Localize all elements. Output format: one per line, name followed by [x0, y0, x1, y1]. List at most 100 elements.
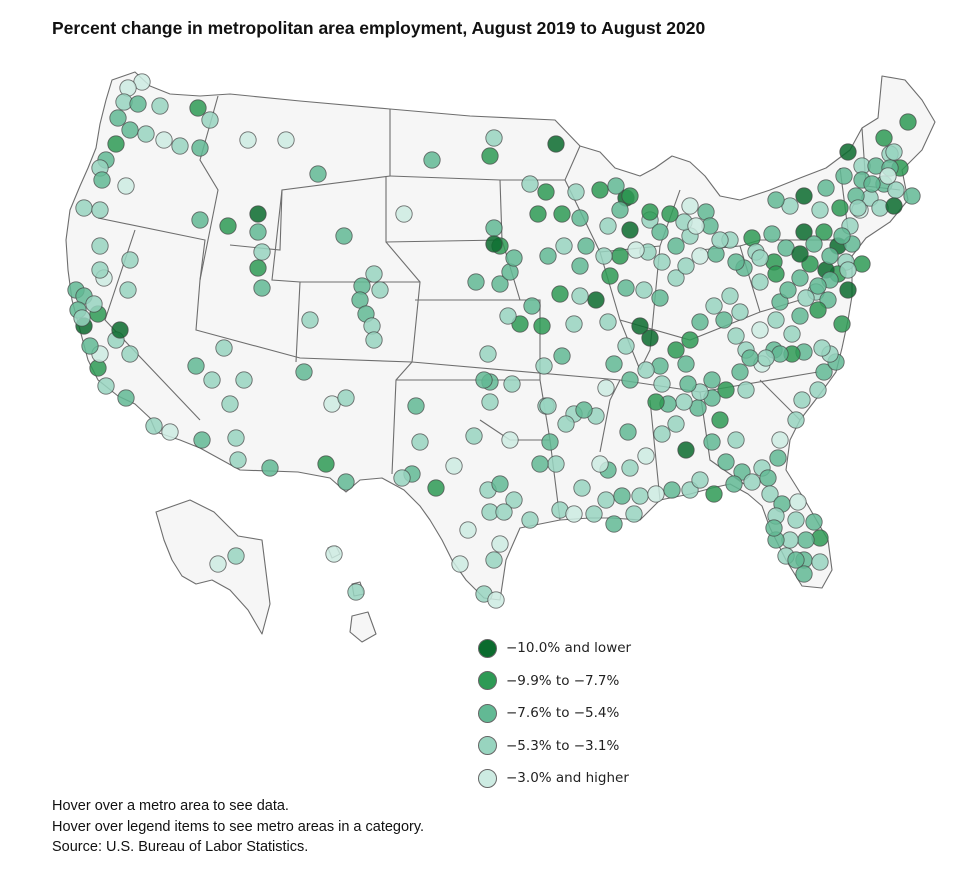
metro-area-dot[interactable] [129, 95, 147, 113]
metro-area-dot[interactable] [533, 317, 551, 335]
metro-area-dot[interactable] [641, 203, 659, 221]
metro-area-dot[interactable] [541, 433, 559, 451]
metro-area-dot[interactable] [249, 205, 267, 223]
metro-area-dot[interactable] [335, 227, 353, 245]
metro-area-dot[interactable] [795, 187, 813, 205]
metro-area-dot[interactable] [661, 205, 679, 223]
metro-area-dot[interactable] [395, 205, 413, 223]
metro-area-dot[interactable] [757, 349, 775, 367]
metro-area-dot[interactable] [277, 131, 295, 149]
metro-area-dot[interactable] [677, 257, 695, 275]
metro-area-dot[interactable] [721, 287, 739, 305]
metro-area-dot[interactable] [885, 143, 903, 161]
metro-area-dot[interactable] [491, 275, 509, 293]
metro-area-dot[interactable] [863, 175, 881, 193]
metro-area-dot[interactable] [155, 131, 173, 149]
metro-area-dot[interactable] [591, 181, 609, 199]
metro-area-dot[interactable] [621, 221, 639, 239]
metro-area-dot[interactable] [899, 113, 917, 131]
metro-area-dot[interactable] [763, 225, 781, 243]
metro-area-dot[interactable] [411, 433, 429, 451]
metro-area-dot[interactable] [451, 555, 469, 573]
metro-area-dot[interactable] [711, 231, 729, 249]
metro-area-dot[interactable] [791, 245, 809, 263]
metro-area-dot[interactable] [809, 301, 827, 319]
metro-area-dot[interactable] [635, 281, 653, 299]
metro-area-dot[interactable] [833, 315, 851, 333]
metro-area-dot[interactable] [317, 455, 335, 473]
metro-area-dot[interactable] [821, 247, 839, 265]
metro-area-dot[interactable] [585, 505, 603, 523]
metro-area-dot[interactable] [647, 485, 665, 503]
metro-area-dot[interactable] [761, 485, 779, 503]
metro-area-dot[interactable] [797, 531, 815, 549]
metro-area-dot[interactable] [813, 339, 831, 357]
metro-area-dot[interactable] [815, 363, 833, 381]
metro-area-dot[interactable] [731, 363, 749, 381]
metro-area-dot[interactable] [817, 179, 835, 197]
metro-area-dot[interactable] [677, 441, 695, 459]
metro-area-dot[interactable] [691, 247, 709, 265]
metro-area-dot[interactable] [591, 455, 609, 473]
metro-area-dot[interactable] [485, 551, 503, 569]
metro-area-dot[interactable] [691, 383, 709, 401]
metro-area-dot[interactable] [791, 307, 809, 325]
metro-area-dot[interactable] [727, 327, 745, 345]
metro-area-dot[interactable] [717, 381, 735, 399]
metro-area-dot[interactable] [715, 311, 733, 329]
metro-area-dot[interactable] [809, 277, 827, 295]
metro-area-dot[interactable] [347, 583, 365, 601]
metro-area-dot[interactable] [557, 415, 575, 433]
metro-area-dot[interactable] [677, 355, 695, 373]
metro-area-dot[interactable] [759, 469, 777, 487]
legend-item[interactable]: −7.6% to −5.4% [478, 697, 631, 730]
metro-area-dot[interactable] [539, 247, 557, 265]
metro-area-dot[interactable] [611, 201, 629, 219]
metro-area-dot[interactable] [567, 183, 585, 201]
metro-area-dot[interactable] [617, 337, 635, 355]
metro-area-dot[interactable] [631, 317, 649, 335]
metro-area-dot[interactable] [727, 431, 745, 449]
metro-area-dot[interactable] [573, 479, 591, 497]
metro-area-dot[interactable] [767, 265, 785, 283]
metro-area-dot[interactable] [751, 249, 769, 267]
metro-area-dot[interactable] [539, 397, 557, 415]
metro-area-dot[interactable] [687, 217, 705, 235]
metro-area-dot[interactable] [565, 505, 583, 523]
metro-area-dot[interactable] [523, 297, 541, 315]
metro-area-dot[interactable] [393, 469, 411, 487]
metro-area-dot[interactable] [171, 137, 189, 155]
metro-area-dot[interactable] [767, 311, 785, 329]
metro-area-dot[interactable] [191, 211, 209, 229]
metro-area-dot[interactable] [571, 287, 589, 305]
metro-area-dot[interactable] [91, 201, 109, 219]
metro-area-dot[interactable] [835, 167, 853, 185]
metro-area-dot[interactable] [249, 223, 267, 241]
metro-area-dot[interactable] [769, 449, 787, 467]
metro-area-dot[interactable] [607, 177, 625, 195]
metro-area-dot[interactable] [617, 279, 635, 297]
metro-area-dot[interactable] [641, 329, 659, 347]
metro-area-dot[interactable] [203, 371, 221, 389]
metro-area-dot[interactable] [73, 309, 91, 327]
metro-area-dot[interactable] [325, 545, 343, 563]
metro-area-dot[interactable] [107, 135, 125, 153]
metro-area-dot[interactable] [577, 237, 595, 255]
metro-area-dot[interactable] [227, 547, 245, 565]
metro-area-dot[interactable] [91, 237, 109, 255]
metro-area-dot[interactable] [209, 555, 227, 573]
metro-area-dot[interactable] [651, 223, 669, 241]
metro-area-dot[interactable] [193, 431, 211, 449]
metro-area-dot[interactable] [765, 519, 783, 537]
metro-area-dot[interactable] [85, 295, 103, 313]
legend-item[interactable]: −10.0% and lower [478, 632, 631, 665]
metro-area-dot[interactable] [625, 505, 643, 523]
metro-area-dot[interactable] [121, 345, 139, 363]
metro-area-dot[interactable] [137, 125, 155, 143]
metro-area-dot[interactable] [117, 389, 135, 407]
metro-area-dot[interactable] [879, 167, 897, 185]
metro-area-dot[interactable] [551, 285, 569, 303]
metro-area-dot[interactable] [571, 209, 589, 227]
metro-area-dot[interactable] [627, 241, 645, 259]
metro-area-dot[interactable] [505, 249, 523, 267]
